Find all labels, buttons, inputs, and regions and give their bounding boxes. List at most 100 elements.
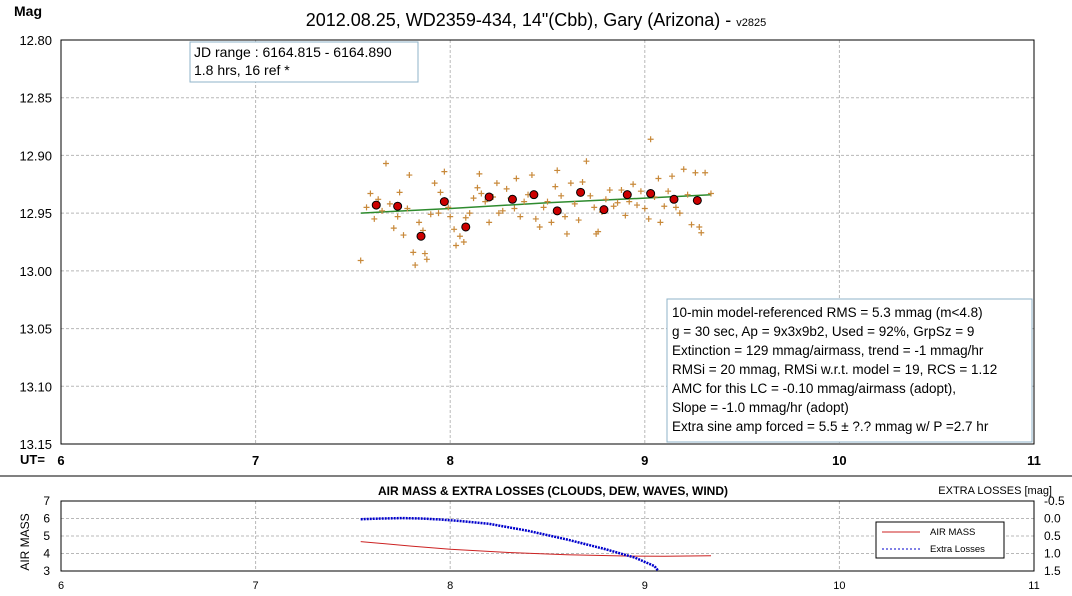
observation-point <box>680 166 687 173</box>
observation-point <box>453 242 460 249</box>
binned-average-point <box>416 231 426 241</box>
observation-point <box>544 198 551 205</box>
airmass-axis-label: AIR MASS <box>18 513 32 570</box>
binned-average-point <box>484 192 494 202</box>
observation-point <box>665 188 672 195</box>
airmass-series <box>360 516 712 572</box>
observation-point <box>503 185 510 192</box>
observation-point <box>661 203 668 210</box>
observation-point <box>511 205 518 212</box>
observation-point <box>406 172 413 179</box>
airmass-title: AIR MASS & EXTRA LOSSES (CLOUDS, DEW, WA… <box>378 484 728 498</box>
legend-label-airmass: AIR MASS <box>930 527 975 538</box>
main-y-tick-label: 13.00 <box>19 264 52 279</box>
observation-point <box>521 198 528 205</box>
observation-point <box>602 196 609 203</box>
observation-point <box>513 175 520 182</box>
extra-losses-tick-label: 0.5 <box>1044 529 1061 543</box>
observation-point <box>676 210 683 217</box>
observation-point <box>571 200 578 207</box>
observation-point <box>554 167 561 174</box>
airmass-plot-frame <box>60 500 1035 572</box>
binned-average-point <box>507 194 517 204</box>
observation-point <box>416 219 423 226</box>
observation-point <box>614 199 621 206</box>
observation-point <box>626 198 633 205</box>
main-x-tick-label: 6 <box>57 453 64 468</box>
observation-point <box>486 219 493 226</box>
observation-point <box>630 181 637 188</box>
observation-point <box>583 158 590 165</box>
observation-point <box>367 190 374 197</box>
observation-point <box>456 233 463 240</box>
observation-point <box>575 217 582 224</box>
jd-range-box: JD range : 6164.815 - 6164.890 1.8 hrs, … <box>189 41 419 83</box>
observation-point <box>669 173 676 180</box>
observation-point <box>595 228 602 235</box>
observation-point <box>692 169 699 176</box>
observation-point <box>412 262 419 269</box>
observation-point <box>379 207 386 214</box>
observation-point <box>499 207 506 214</box>
main-y-tick-labels: 12.80 12.85 12.90 12.95 13.00 13.05 13.10 13.15 <box>19 33 52 452</box>
observation-point <box>655 175 662 182</box>
airmass-x-tick-label: 10 <box>833 580 845 592</box>
main-x-tick-label: 7 <box>252 453 259 468</box>
observation-point <box>396 189 403 196</box>
legend-label-extra-losses: Extra Losses <box>930 544 985 555</box>
observation-point <box>445 204 452 211</box>
airmass-y-tick-label: 5 <box>43 529 50 543</box>
binned-average-point <box>371 200 381 210</box>
observation-point <box>563 230 570 237</box>
main-y-tick-label: 12.90 <box>19 148 52 163</box>
observation-point <box>474 184 481 191</box>
observation-point <box>606 187 613 194</box>
jd-range-line: JD range : 6164.815 - 6164.890 <box>194 44 392 60</box>
binned-average-point <box>692 195 702 205</box>
observation-point <box>641 205 648 212</box>
binned-average-point <box>669 194 679 204</box>
observation-point <box>702 169 709 176</box>
binned-average-point <box>552 206 562 216</box>
observation-point <box>371 215 378 222</box>
stats-line-rms: 10-min model-referenced RMS = 5.3 mmag (… <box>672 305 983 320</box>
legend-frame <box>875 521 1005 559</box>
observation-point <box>423 256 430 263</box>
airmass-y-tick-label: 7 <box>43 494 50 508</box>
binned-average-point <box>439 197 449 207</box>
main-x-tick-label: 9 <box>641 453 648 468</box>
observation-point <box>637 188 644 195</box>
main-x-axis-label: UT= <box>20 452 45 467</box>
observation-point <box>427 211 434 218</box>
observation-point <box>466 210 473 217</box>
observation-point <box>460 239 467 245</box>
observation-point <box>552 183 559 190</box>
observation-point <box>404 205 411 212</box>
observation-point <box>363 204 370 211</box>
observation-point <box>493 180 500 187</box>
main-x-tick-labels: 6 7 8 9 10 11 <box>57 453 1040 468</box>
observation-point <box>470 195 477 202</box>
observation-point <box>421 250 428 257</box>
airmass-x-tick-label: 8 <box>447 580 453 592</box>
extra-losses-tick-label: -0.5 <box>1044 494 1065 508</box>
jd-range-box-frame <box>189 41 419 83</box>
airmass-y-tick-labels: 3 4 5 6 7 <box>43 494 50 578</box>
airmass-x-tick-label: 11 <box>1028 580 1039 592</box>
stats-line-extinction: Extinction = 129 mmag/airmass, trend = -… <box>672 343 984 358</box>
stats-line-exposure: g = 30 sec, Ap = 9x3x9b2, Used = 92%, Gr… <box>672 324 974 339</box>
observation-point <box>587 192 594 199</box>
airmass-y-tick-label: 6 <box>43 512 50 526</box>
main-series <box>357 136 714 269</box>
observation-point <box>462 214 469 221</box>
observation-point <box>707 190 714 197</box>
binned-average-point <box>646 189 656 199</box>
airmass-x-tick-label: 6 <box>58 580 64 592</box>
observation-point <box>698 229 705 236</box>
extra-losses-tick-labels: -0.5 0.0 0.5 1.0 1.5 <box>1044 494 1065 578</box>
main-y-tick-label: 13.05 <box>19 322 52 337</box>
observation-point <box>579 178 586 185</box>
stats-line-slope: Slope = -1.0 mmag/hr (adopt) <box>672 400 849 415</box>
binned-average-point <box>529 190 539 200</box>
airmass-x-tick-label: 9 <box>642 580 648 592</box>
